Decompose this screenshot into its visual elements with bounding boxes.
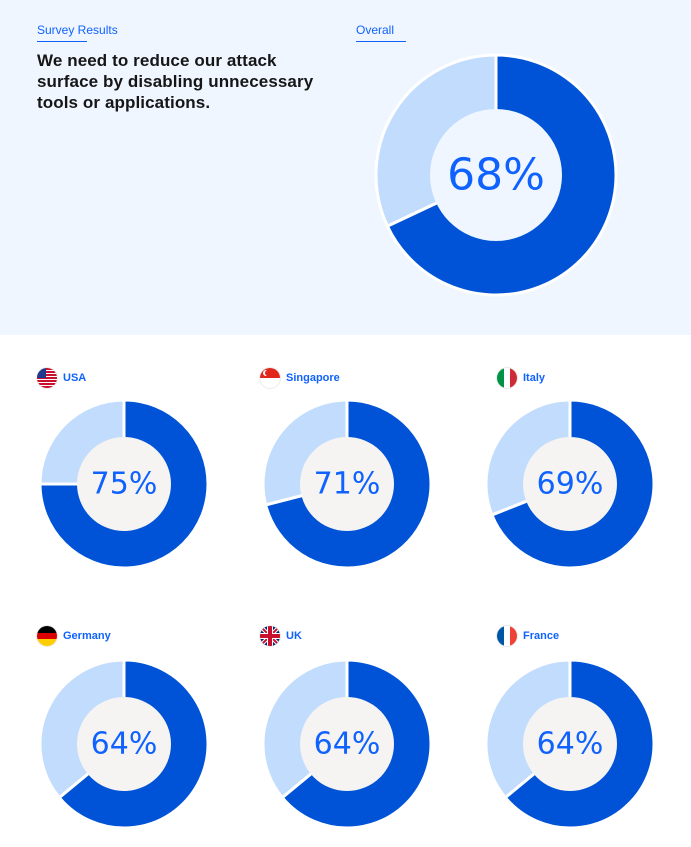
- france-donut-hole: [523, 697, 617, 791]
- italy-donut-hole: [523, 437, 617, 531]
- france-percent-label: 64%: [537, 727, 604, 762]
- singapore-donut-hole: [300, 437, 394, 531]
- usa-percent-label: 75%: [91, 467, 158, 502]
- italy-country-label: Italy: [497, 367, 545, 389]
- singapore-flag-icon: [260, 368, 280, 388]
- uk-country-label: UK: [260, 625, 302, 647]
- germany-percent-label: 64%: [91, 727, 158, 762]
- germany-flag-icon: [37, 626, 57, 646]
- italy-percent-label: 69%: [537, 467, 604, 502]
- germany-country-name: Germany: [63, 630, 111, 642]
- singapore-country-label: Singapore: [260, 367, 340, 389]
- uk-donut-hole: [300, 697, 394, 791]
- germany-donut-hole: [77, 697, 171, 791]
- germany-country-label: Germany: [37, 625, 111, 647]
- eyebrow-label: Survey Results: [37, 23, 118, 37]
- usa-donut-hole: [77, 437, 171, 531]
- france-country-label: France: [497, 625, 559, 647]
- singapore-country-name: Singapore: [286, 372, 340, 384]
- italy-flag-icon: [497, 368, 517, 388]
- us-flag-icon: [37, 368, 57, 388]
- france-country-name: France: [523, 630, 560, 642]
- page-title: We need to reduce our attack surface by …: [37, 51, 314, 112]
- usa-value-slice: [38, 398, 210, 570]
- overall-percent-label: 68%: [447, 150, 545, 201]
- overall-donut-hole: [430, 109, 562, 241]
- overall-label: Overall: [356, 23, 395, 37]
- italy-country-name: Italy: [523, 372, 546, 384]
- overall-underline: [356, 41, 406, 42]
- uk-flag-icon: [260, 626, 280, 646]
- usa-country-label: USA: [37, 367, 86, 389]
- france-flag-icon: [497, 626, 517, 646]
- eyebrow-underline: [37, 41, 87, 42]
- singapore-percent-label: 71%: [314, 467, 381, 502]
- usa-country-name: USA: [63, 372, 87, 384]
- uk-percent-label: 64%: [314, 727, 381, 762]
- uk-country-name: UK: [286, 630, 302, 642]
